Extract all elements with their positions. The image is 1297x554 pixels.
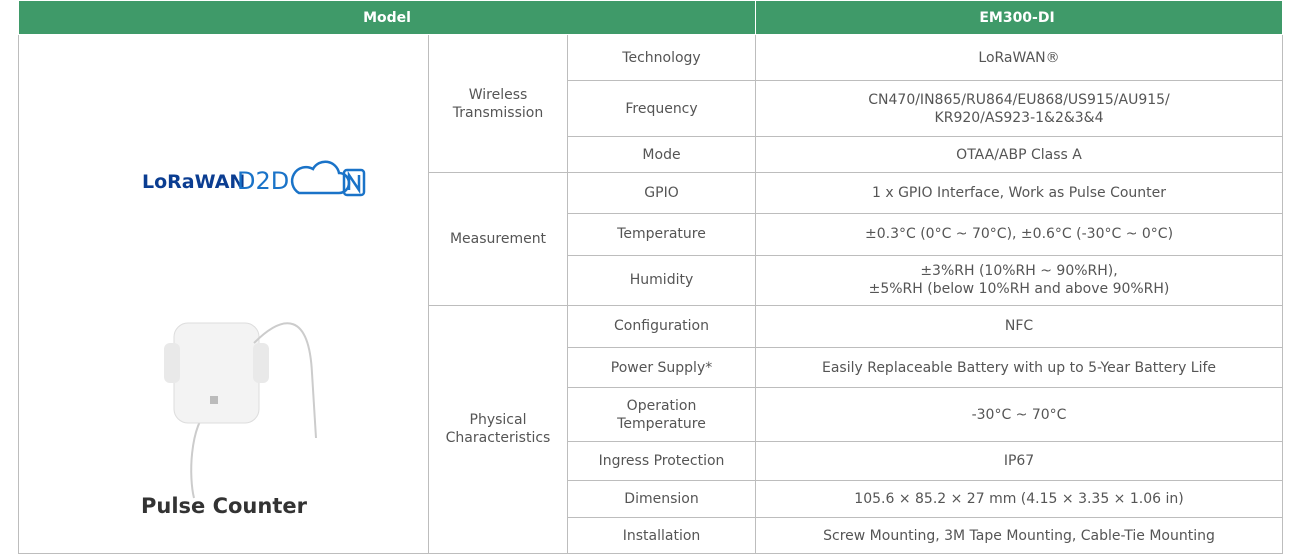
spec-row: Temperature ±0.3°C (0°C ~ 70°C), ±0.6°C (…: [19, 212, 1284, 256]
value-cell: OTAA/ABP Class A: [755, 136, 1284, 173]
spec-row: LoRaWAN D2D Pulse Counter Wireless Trans…: [18, 34, 1284, 554]
feature-cell: Ingress Protection: [566, 441, 757, 481]
value-cell: -30°C ~ 70°C: [755, 387, 1284, 442]
device-image: [173, 322, 259, 424]
product-art: LoRaWAN D2D Pulse Counter: [141, 160, 365, 518]
feature-cell: Mode: [566, 136, 757, 173]
product-label: Pulse Counter: [141, 494, 308, 518]
header-cell: EM300-DI: [755, 0, 1284, 35]
spec-row: Ingress Protection IP67: [19, 441, 1284, 481]
spec-row: Measurement GPIO 1 x GPIO Interface, Work …: [19, 172, 1284, 306]
group-cell: Measurement: [428, 172, 568, 306]
value-cell: 105.6 × 85.2 × 27 mm (4.15 × 3.35 × 1.06…: [755, 480, 1284, 518]
feature-cell: Configuration: [566, 304, 757, 348]
nfc-icon: [342, 168, 365, 197]
product-cell: LoRaWAN D2D Pulse Counter: [18, 34, 429, 554]
logo-d2d: D2D: [237, 167, 289, 195]
cloud-icon: [290, 160, 350, 195]
value-cell: IP67: [755, 441, 1284, 481]
spec-table: Model EM300-DI LoRaWAN D2D Pulse Counter…: [17, 0, 1284, 554]
table-body: Model EM300-DI LoRaWAN D2D Pulse Counter…: [17, 0, 1284, 554]
spec-row: Frequency CN470/IN865/RU864/EU868/US915/A…: [19, 80, 1284, 137]
feature-cell: Technology: [566, 34, 757, 81]
feature-cell: GPIO: [566, 172, 757, 214]
value-cell: ±0.3°C (0°C ~ 70°C), ±0.6°C (-30°C ~ 0°C…: [755, 212, 1284, 256]
value-cell: LoRaWAN®: [755, 34, 1284, 81]
feature-cell: Installation: [566, 517, 757, 554]
group-cell: Wireless Transmission: [428, 34, 568, 173]
spec-row: Operation Temperature -30°C ~ 70°C: [19, 387, 1284, 442]
feature-cell: Frequency: [566, 80, 757, 137]
value-cell: 1 x GPIO Interface, Work as Pulse Counte…: [755, 172, 1284, 214]
feature-cell: Power Supply*: [566, 347, 757, 388]
value-cell: Easily Replaceable Battery with up to 5-…: [755, 347, 1284, 388]
feature-cell: Dimension: [566, 480, 757, 518]
value-cell: CN470/IN865/RU864/EU868/US915/AU915/ KR9…: [755, 80, 1284, 137]
logo-lorawan: LoRaWAN: [142, 171, 245, 193]
feature-cell: Humidity: [566, 254, 757, 306]
spec-row: Installation Screw Mounting, 3M Tape Moun…: [19, 517, 1284, 554]
feature-cell: Temperature: [566, 212, 757, 256]
value-cell: ±3%RH (10%RH ~ 90%RH), ±5%RH (below 10%R…: [755, 254, 1284, 306]
header-row: Model EM300-DI: [17, 0, 1284, 35]
spec-row: Mode OTAA/ABP Class A: [19, 136, 1284, 173]
header-cell: Model: [17, 0, 757, 35]
value-cell: Screw Mounting, 3M Tape Mounting, Cable-…: [755, 517, 1284, 554]
value-cell: NFC: [755, 304, 1284, 348]
spec-row: Humidity ±3%RH (10%RH ~ 90%RH), ±5%RH (be…: [19, 254, 1284, 306]
group-cell: Physical Characteristics: [428, 304, 568, 554]
feature-cell: Operation Temperature: [566, 387, 757, 442]
